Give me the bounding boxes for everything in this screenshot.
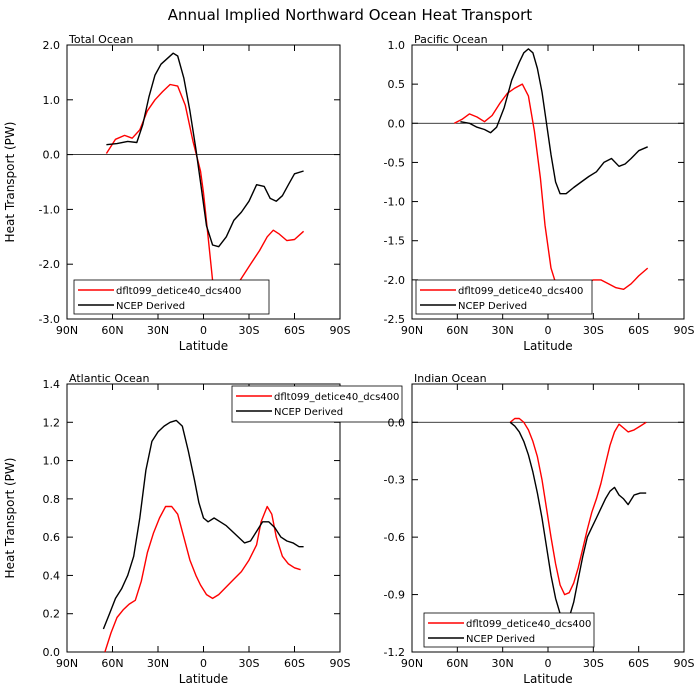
panel-title: Indian Ocean [414,372,487,385]
x-axis-label: Latitude [179,672,228,686]
y-tick-label: -0.9 [384,589,405,602]
y-tick-label: -2.0 [39,258,60,271]
y-tick-label: -1.5 [384,235,405,248]
y-tick-label: 1.0 [43,455,61,468]
figure-title: Annual Implied Northward Ocean Heat Tran… [168,6,533,24]
y-tick-label: -1.0 [39,203,60,216]
y-tick-label: 0.0 [388,117,406,130]
series-line [460,48,648,195]
x-tick-label: 90N [56,657,78,670]
x-tick-label: 30N [492,324,514,337]
y-tick-label: 1.0 [388,39,406,52]
x-tick-label: 60N [446,324,468,337]
x-tick-label: 0 [200,657,207,670]
x-tick-label: 60S [284,657,305,670]
panel-0: Total Ocean 90N 60N 30N 0 30S 60S 90S -3.0 -2.0 -1… [3,33,351,353]
x-tick-label: 0 [545,657,552,670]
legend-label: NCEP Derived [458,301,527,312]
y-tick-label: 0.0 [388,416,406,429]
x-tick-label: 30S [239,324,260,337]
legend-label: dflt099_detice40_dcs400 [466,619,591,630]
x-tick-label: 0 [545,324,552,337]
series-line [453,83,649,297]
y-tick-label: 0.6 [43,531,61,544]
y-tick-label: -3.0 [39,313,60,326]
x-tick-label: 90S [674,324,695,337]
panel-title: Pacific Ocean [414,33,488,46]
y-tick-label: -1.2 [384,646,405,659]
legend-label: dflt099_detice40_dcs400 [116,286,241,297]
x-tick-label: 90N [401,657,423,670]
x-tick-label: 90N [401,324,423,337]
x-tick-label: 30S [583,657,604,670]
plot-frame [66,44,341,320]
legend-label: dflt099_detice40_dcs400 [458,286,583,297]
legend: dflt099_detice40_dcs400 NCEP Derived [73,279,270,315]
legend-label: dflt099_detice40_dcs400 [274,392,399,403]
x-axis-label: Latitude [179,339,228,353]
series-line [104,505,301,653]
y-tick-label: 0.8 [43,493,61,506]
x-tick-label: 60S [628,324,649,337]
legend-box [231,385,403,423]
x-tick-label: 60N [101,657,123,670]
legend: dflt099_detice40_dcs400 NCEP Derived [415,279,593,315]
x-tick-label: 60S [284,324,305,337]
x-tick-label: 30S [239,657,260,670]
y-tick-label: -2.0 [384,274,405,287]
y-tick-label: 0.4 [43,569,61,582]
x-tick-label: 30S [583,324,604,337]
legend: dflt099_detice40_dcs400 NCEP Derived [423,612,595,648]
y-tick-label: -0.6 [384,531,405,544]
panel-1: Pacific Ocean 90N 60N 30N 0 30S 60S 90S -2.5 -2.0… [384,33,695,353]
legend-label: NCEP Derived [274,407,343,418]
y-axis-label: Heat Transport (PW) [3,122,17,243]
y-tick-label: 0.2 [43,608,61,621]
series-line [106,52,304,248]
series-line [509,421,647,623]
y-tick-label: 0.0 [43,646,61,659]
x-tick-label: 90N [56,324,78,337]
x-tick-label: 30N [147,324,169,337]
y-tick-label: 1.2 [43,416,61,429]
series-line [102,419,304,630]
y-tick-label: -2.5 [384,313,405,326]
y-tick-label: 0.0 [43,149,61,162]
y-tick-label: 0.5 [388,78,406,91]
legend-box [415,279,593,315]
panel-2: Atlantic Ocean 90N 60N 30N 0 30S 60S 90S 0.0 0.2 0… [3,372,403,686]
legend-box [423,612,595,648]
x-tick-label: 30N [492,657,514,670]
x-tick-label: 90S [330,657,351,670]
plot-frame [411,44,685,320]
x-tick-label: 60N [101,324,123,337]
legend-label: NCEP Derived [116,301,185,312]
x-tick-label: 30N [147,657,169,670]
x-tick-label: 0 [200,324,207,337]
series-line [105,83,305,306]
panel-3: Indian Ocean 90N 60N 30N 0 30S 60S 90S -1.2 -0.9 -… [384,372,695,686]
y-axis-label: Heat Transport (PW) [3,458,17,579]
y-tick-label: -0.3 [384,474,405,487]
panel-title: Total Ocean [68,33,133,46]
panel-title: Atlantic Ocean [69,372,150,385]
y-tick-label: -0.5 [384,156,405,169]
x-axis-label: Latitude [523,339,572,353]
x-tick-label: 90S [330,324,351,337]
x-tick-label: 90S [674,657,695,670]
legend-box [73,279,270,315]
series-line [509,417,647,596]
y-tick-label: 1.4 [43,378,61,391]
y-tick-label: -1.0 [384,196,405,209]
legend: dflt099_detice40_dcs400 NCEP Derived [231,385,403,423]
x-tick-label: 60N [446,657,468,670]
x-tick-label: 60S [628,657,649,670]
y-tick-label: 1.0 [43,94,61,107]
x-axis-label: Latitude [523,672,572,686]
y-tick-label: 2.0 [43,39,61,52]
legend-label: NCEP Derived [466,634,535,645]
